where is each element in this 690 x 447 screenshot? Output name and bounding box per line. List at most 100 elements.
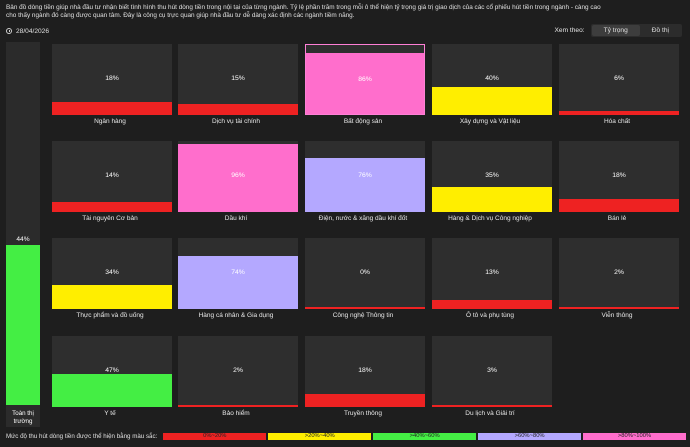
page-description: Bản đồ dòng tiền giúp nhà đầu tư nhận bi… — [6, 4, 601, 20]
sector-label: Hàng cá nhân & Gia dụng — [198, 312, 274, 319]
total-market-percent: 44% — [16, 236, 30, 243]
sector-fill — [432, 87, 552, 115]
sector-percent: 14% — [105, 172, 119, 179]
sector-fill — [52, 202, 172, 212]
sector-tile-box: 47% — [52, 336, 172, 407]
sector-fill — [52, 374, 172, 407]
legend-range-40-60: >40%~60% — [373, 432, 477, 440]
sector-fill — [432, 187, 552, 212]
sector-label: Du lịch và Giải trí — [465, 410, 515, 417]
sector-tile[interactable]: 18% Truyền thông — [303, 333, 425, 420]
legend-range-20-40: >20%~40% — [268, 432, 372, 440]
sector-percent: 47% — [105, 367, 119, 374]
sector-tile-box: 18% — [559, 141, 679, 212]
sector-label: Dầu khí — [224, 215, 248, 222]
sector-fill — [305, 307, 425, 309]
sector-label: Điện, nước & xăng dầu khí đốt — [318, 215, 408, 222]
view-toggle: Tỷ trọng Đồ thị — [590, 24, 682, 37]
sector-tile-box: 0% — [305, 238, 425, 309]
sector-label: Viễn thông — [601, 312, 633, 319]
sector-label: Bán lẻ — [607, 215, 627, 222]
color-legend: Mức độ thu hút dòng tiền được thể hiện b… — [6, 431, 686, 441]
legend-chips: 0%~20% >20%~40% >40%~60% >60%~80% >80%~1… — [163, 432, 686, 440]
view-label: Xem theo: — [554, 27, 585, 34]
sector-fill — [52, 102, 172, 115]
sector-tile-box: 18% — [52, 44, 172, 115]
sector-fill — [305, 394, 425, 407]
sector-percent: 96% — [231, 172, 245, 179]
sector-fill — [306, 53, 424, 114]
sector-label: Xây dựng và Vật liệu — [459, 118, 521, 125]
sector-tile-box: 2% — [178, 336, 298, 407]
sector-tile-box: 34% — [52, 238, 172, 309]
sector-tile[interactable]: 40% Xây dựng và Vật liệu — [430, 41, 552, 128]
sector-tile[interactable]: 35% Hàng & Dịch vụ Công nghiệp — [430, 138, 552, 225]
total-market-label: Toàn thị trường — [12, 410, 34, 425]
sector-tile[interactable]: 2% Bảo hiểm — [176, 333, 298, 420]
sector-tile-box: 76% — [305, 141, 425, 212]
date-text: 28/04/2026 — [16, 27, 50, 35]
sector-label: Ô tô và phụ tùng — [465, 312, 515, 319]
sector-fill — [178, 256, 298, 309]
sector-tile[interactable]: 0% Công nghệ Thông tin — [303, 235, 425, 322]
sector-tile[interactable]: 76% Điện, nước & xăng dầu khí đốt — [303, 138, 425, 225]
sector-percent: 76% — [358, 172, 372, 179]
view-option-chart[interactable]: Đồ thị — [651, 27, 669, 34]
sector-tile[interactable]: 47% Y tế — [50, 333, 172, 420]
sector-fill — [432, 405, 552, 407]
sector-fill — [178, 405, 298, 407]
sector-tile[interactable]: 86% Bất động sản — [303, 41, 425, 128]
sector-tile-box: 13% — [432, 238, 552, 309]
sector-label: Ngân hàng — [94, 118, 126, 125]
sector-percent: 6% — [614, 75, 624, 82]
sector-percent: 18% — [612, 172, 626, 179]
sector-tile[interactable]: 6% Hóa chất — [557, 41, 679, 128]
clock-icon — [6, 28, 12, 34]
sector-tile-box: 15% — [178, 44, 298, 115]
sector-percent: 18% — [358, 367, 372, 374]
sector-tile-box: 35% — [432, 141, 552, 212]
view-option-proportion[interactable]: Tỷ trọng — [591, 25, 640, 36]
sector-tile[interactable]: 18% Ngân hàng — [50, 41, 172, 128]
sector-percent: 74% — [231, 269, 245, 276]
sector-label: Y tế — [104, 410, 116, 417]
legend-range-80-100: >80%~100% — [583, 432, 686, 440]
sector-tile-box: 96% — [178, 141, 298, 212]
sector-tile[interactable]: 96% Dầu khí — [176, 138, 298, 225]
sector-label: Thực phẩm và đồ uống — [76, 312, 144, 319]
sector-tile-box: 86% — [305, 44, 425, 115]
sector-tile[interactable]: 15% Dịch vụ tài chính — [176, 41, 298, 128]
sector-label: Hàng & Dịch vụ Công nghiệp — [448, 215, 532, 222]
sector-label: Hóa chất — [603, 118, 631, 125]
sector-label: Bất động sản — [343, 118, 383, 125]
legend-range-0-20: 0%~20% — [163, 432, 267, 440]
sector-percent: 15% — [231, 75, 245, 82]
sector-fill — [52, 285, 172, 309]
sector-tile[interactable]: 74% Hàng cá nhân & Gia dụng — [176, 235, 298, 322]
sector-tile-box: 40% — [432, 44, 552, 115]
sector-label: Tài nguyên Cơ bản — [82, 215, 138, 222]
sector-fill — [178, 104, 298, 115]
sector-tile[interactable]: 2% Viễn thông — [557, 235, 679, 322]
sector-tile[interactable]: 18% Bán lẻ — [557, 138, 679, 225]
sector-fill — [305, 158, 425, 212]
sector-percent: 34% — [105, 269, 119, 276]
sector-fill — [559, 199, 679, 212]
legend-title: Mức độ thu hút dòng tiền được thể hiện b… — [6, 432, 158, 440]
sector-label: Truyền thông — [343, 410, 383, 417]
sector-percent: 18% — [105, 75, 119, 82]
sector-tile[interactable]: 14% Tài nguyên Cơ bản — [50, 138, 172, 225]
sector-fill — [559, 111, 679, 115]
sector-label: Dịch vụ tài chính — [211, 118, 261, 125]
sector-percent: 13% — [485, 269, 499, 276]
total-market-bar[interactable]: 44% Toàn thị trường — [6, 42, 40, 427]
sector-tile[interactable]: 13% Ô tô và phụ tùng — [430, 235, 552, 322]
sector-tile[interactable]: 34% Thực phẩm và đồ uống — [50, 235, 172, 322]
sector-label: Công nghệ Thông tin — [332, 312, 394, 319]
sector-label: Bảo hiểm — [222, 410, 250, 417]
sector-fill — [432, 300, 552, 309]
sector-tile-box: 2% — [559, 238, 679, 309]
sector-percent: 40% — [485, 75, 499, 82]
sector-fill — [559, 307, 679, 309]
sector-tile[interactable]: 3% Du lịch và Giải trí — [430, 333, 552, 420]
